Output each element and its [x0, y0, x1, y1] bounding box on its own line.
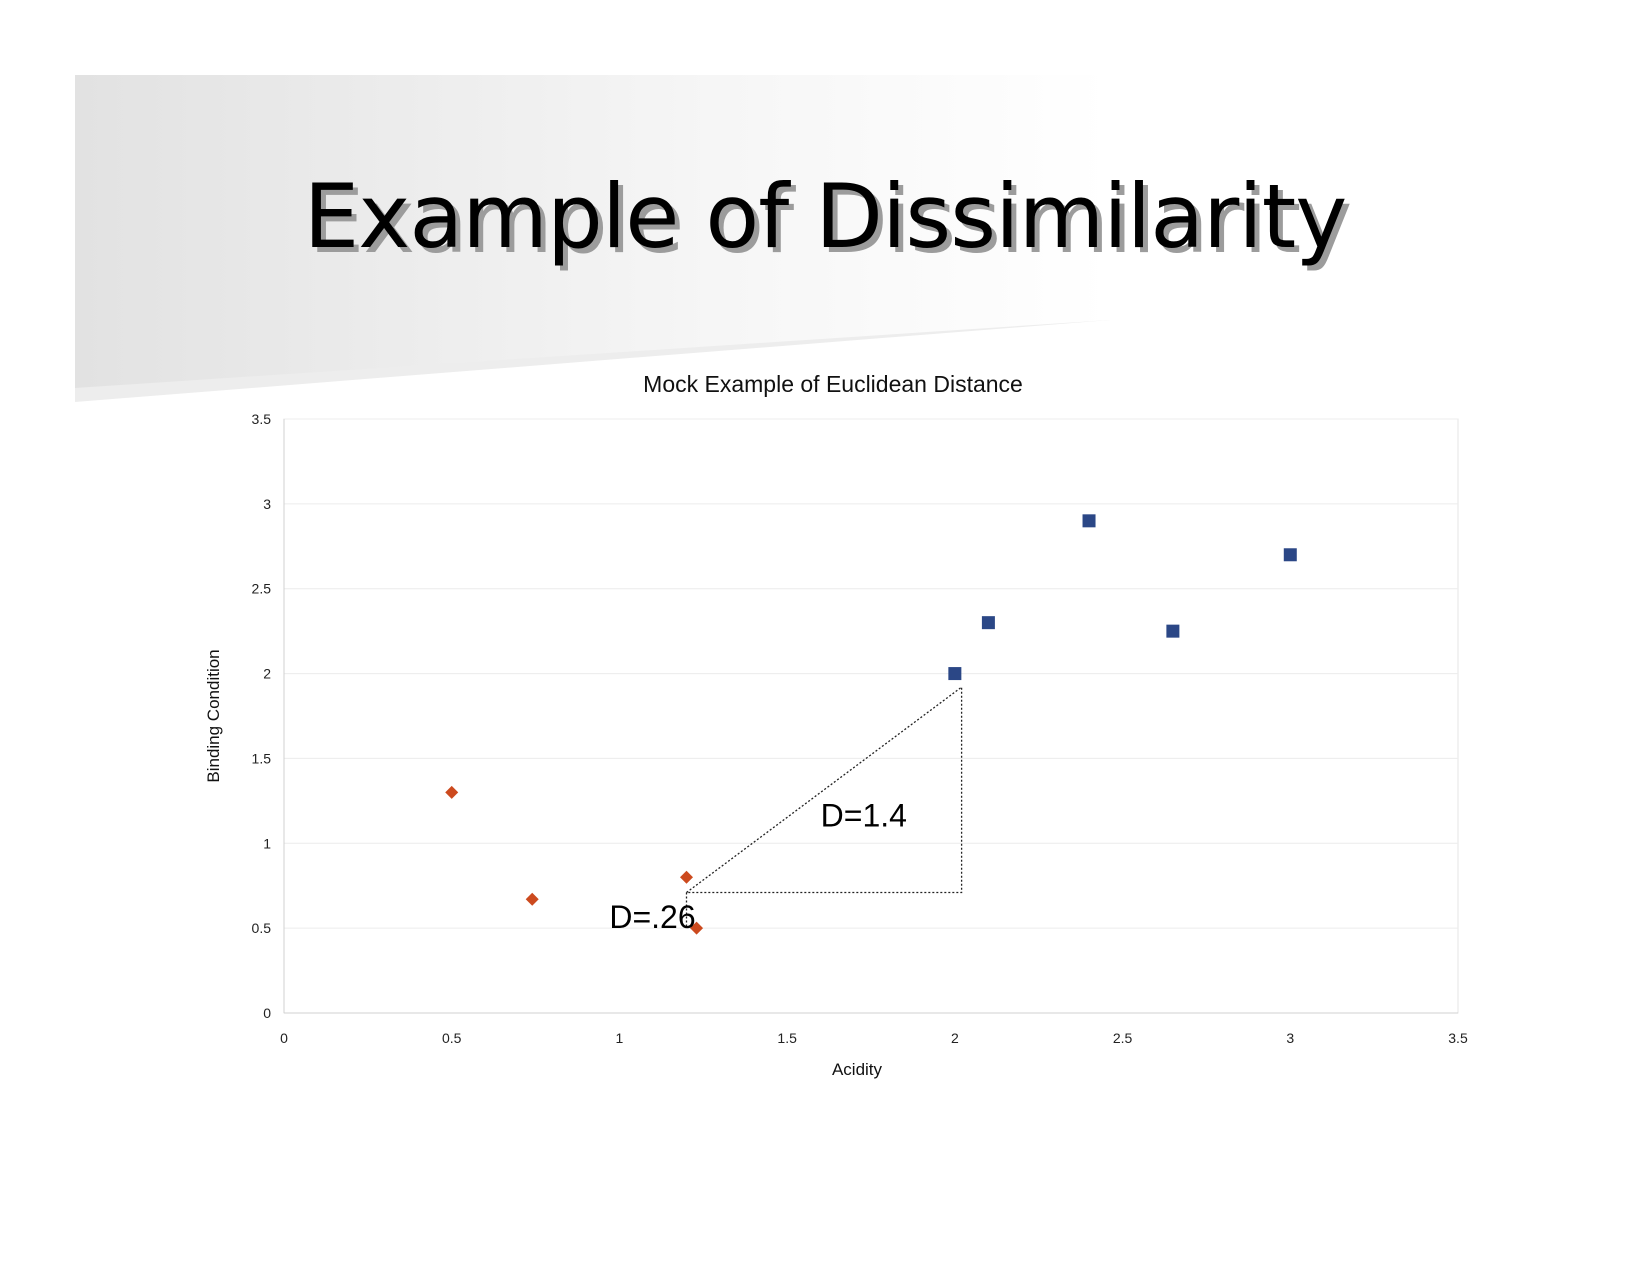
data-point-square [948, 667, 962, 681]
x-tick-label: 2 [951, 1030, 959, 1046]
data-point-square [1166, 624, 1180, 638]
chart-title: Mock Example of Euclidean Distance [643, 371, 1023, 397]
y-tick-label: 0 [263, 1005, 271, 1021]
slide-banner-background [75, 75, 1110, 402]
x-tick-label: 2.5 [1113, 1030, 1133, 1046]
y-tick-label: 3.5 [252, 411, 272, 427]
y-tick-label: 1 [263, 835, 271, 851]
x-tick-label: 3.5 [1448, 1030, 1468, 1046]
x-tick-label: 0 [280, 1030, 288, 1046]
y-tick-label: 2 [263, 666, 271, 682]
y-tick-label: 3 [263, 496, 271, 512]
data-point-square [1283, 548, 1297, 562]
x-tick-label: 3 [1286, 1030, 1294, 1046]
x-tick-label: 1.5 [777, 1030, 797, 1046]
y-axis-title: Binding Condition [204, 649, 223, 782]
x-tick-label: 0.5 [442, 1030, 462, 1046]
slide-title: Example of Dissimilarity [303, 165, 1348, 268]
distance-label: D=1.4 [821, 797, 907, 833]
y-tick-label: 1.5 [252, 750, 272, 766]
data-point-square [981, 616, 995, 630]
plot-area [283, 418, 1459, 1014]
y-tick-label: 0.5 [252, 920, 272, 936]
data-point-diamond [690, 921, 704, 935]
banner-fill [75, 75, 1110, 388]
data-point-diamond [445, 785, 459, 799]
y-tick-label: 2.5 [252, 581, 272, 597]
data-point-diamond [525, 892, 539, 906]
distance-label: D=.26 [609, 899, 695, 935]
x-tick-label: 1 [616, 1030, 624, 1046]
data-point-square [1082, 514, 1096, 528]
x-axis-title: Acidity [832, 1060, 883, 1079]
data-point-diamond [680, 870, 694, 884]
